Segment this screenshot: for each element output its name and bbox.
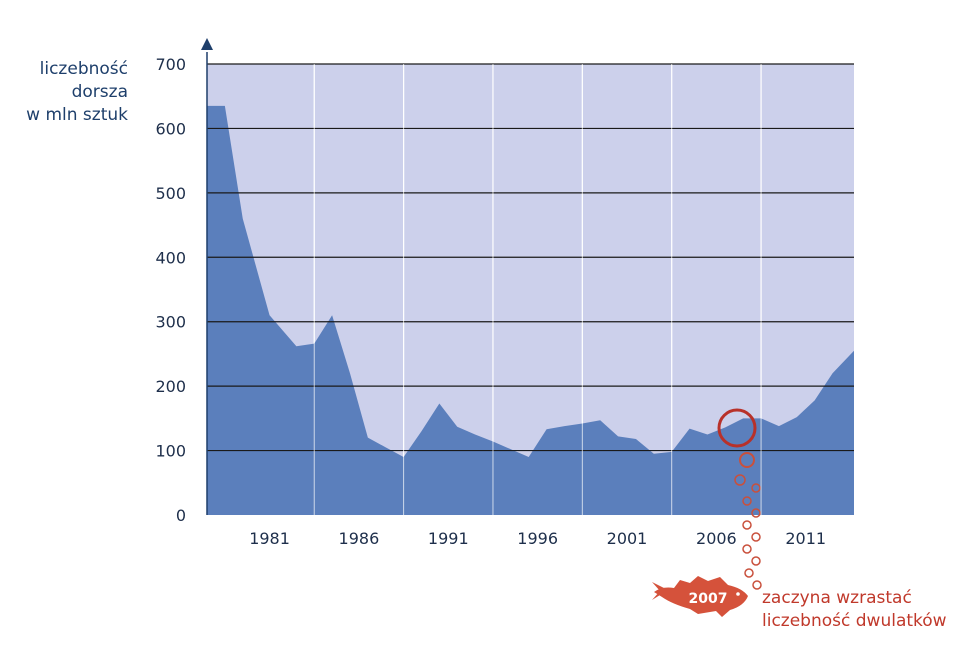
cod-population-area [207, 105, 854, 515]
x-tick-label: 1986 [339, 529, 380, 548]
bubble [739, 452, 755, 468]
y-tick-label: 200 [155, 377, 186, 396]
y-axis-label-line-3: w mln sztuk [26, 105, 128, 125]
x-tick-label: 1991 [428, 529, 469, 548]
annotation-year: 2007 [689, 591, 728, 607]
annotation-2007: 2007 zaczyna wzrastać liczebność dwulatk… [652, 408, 947, 631]
horizontal-gridlines [207, 63, 854, 452]
y-axis-arrow-icon [201, 38, 213, 50]
y-tick-label: 300 [155, 313, 186, 332]
y-axis [201, 38, 213, 515]
fish-icon [652, 576, 748, 617]
bubble [742, 496, 752, 506]
x-tick-label: 2001 [607, 529, 648, 548]
y-tick-label: 400 [155, 248, 186, 267]
x-tick-label: 1981 [249, 529, 290, 548]
y-axis-label-line-2: dorsza [72, 82, 128, 102]
bubble [742, 544, 752, 554]
bubble [751, 532, 761, 542]
y-tick-label: 100 [155, 442, 186, 461]
bubble [734, 474, 746, 486]
x-tick-label: 2011 [785, 529, 826, 548]
y-tick-label: 600 [155, 119, 186, 138]
x-tick-labels: 1981 1986 1991 1996 2001 2006 2011 [249, 529, 826, 548]
y-axis-label: liczebność dorsza w mln sztuk [26, 59, 128, 125]
y-tick-label: 700 [155, 55, 186, 74]
y-tick-label: 0 [176, 506, 186, 525]
y-tick-label: 500 [155, 184, 186, 203]
bubble [744, 568, 754, 578]
bubble [742, 520, 752, 530]
y-axis-label-line-1: liczebność [40, 59, 128, 79]
annotation-line-2: liczebność dwulatków [762, 611, 947, 631]
x-tick-label: 1996 [517, 529, 558, 548]
highlight-circle [717, 408, 757, 448]
bubble [751, 508, 761, 518]
bubble [751, 483, 761, 493]
y-tick-labels: 0 100 200 300 400 500 600 700 [155, 55, 186, 525]
bubble [752, 580, 762, 590]
annotation-line-1: zaczyna wzrastać [762, 588, 912, 608]
bubble [751, 556, 761, 566]
x-tick-label: 2006 [696, 529, 737, 548]
